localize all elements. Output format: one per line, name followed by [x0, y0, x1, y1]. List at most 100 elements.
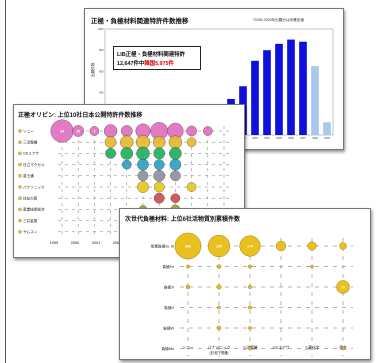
chart2-bubble — [186, 137, 197, 147]
chart1-y-tick: 800 — [99, 48, 104, 52]
chart3-bubble — [341, 346, 345, 351]
chart3-bubble — [275, 240, 287, 252]
chart1-x-tick: 2007 — [300, 137, 306, 140]
chart3-bubble-label: 280 — [185, 244, 191, 248]
chart2-bubble — [137, 158, 149, 171]
chart2-company-label: パナソニック — [23, 184, 45, 189]
chart3-bubble — [207, 234, 231, 258]
chart2-bubble — [104, 136, 117, 149]
chart3-col-label: ソニー — [182, 346, 194, 350]
chart3-row-label: 負極Mo — [162, 346, 175, 351]
chart2-bubble — [153, 147, 166, 160]
chart2-company-dot — [18, 174, 22, 178]
chart2-company-label: 産業技術総合 — [23, 207, 45, 212]
chart3-bubble — [310, 264, 314, 269]
chart3-bubble — [307, 241, 317, 251]
chart3-bubble — [239, 235, 261, 257]
chart3-bubble — [186, 264, 190, 269]
chart3-bubble — [217, 305, 221, 310]
chart2-company-dot — [18, 129, 22, 133]
chart2-bubble — [186, 182, 197, 192]
chart2-company-dot — [18, 151, 22, 156]
chart1-x-tick: 2005 — [276, 137, 282, 140]
chart3-col-label: GSユアサ — [273, 345, 290, 350]
chart1-bar — [275, 43, 283, 136]
chart2-x-tick: 2000 — [71, 241, 79, 245]
chart1-y-tick: 600 — [99, 69, 104, 73]
chart3-bubble — [248, 264, 252, 269]
chart2-x-tick: 2002 — [113, 241, 121, 245]
chart2-bubble — [153, 181, 165, 193]
chart3-bubble — [248, 305, 252, 310]
chart2-bubble — [152, 135, 166, 149]
chart1-x-tick: 2008 — [312, 137, 318, 140]
chart2-bubble — [170, 170, 181, 182]
chart3-bubble — [248, 326, 252, 330]
chart2-bubble-label: 3 — [93, 129, 95, 133]
chart2-company-label: 三洋電機 — [23, 140, 38, 145]
chart3-bubble-label: 174 — [247, 244, 253, 248]
chart2-company-label: 三井金属 — [23, 218, 38, 223]
chart2-bubble — [72, 125, 85, 137]
chart3-col-sublabel: (旧:松下電器) — [210, 350, 229, 355]
chart2-bubble — [89, 126, 100, 136]
chart2-bubble — [153, 169, 166, 182]
chart3-row-label: 炭素負極Si, Si — [151, 243, 175, 248]
chart2-company-label: GSユアサ — [23, 151, 39, 156]
chart1-bar — [287, 39, 295, 135]
chart2-company-dot — [18, 207, 22, 212]
chart3-bubble-label: 70 — [341, 285, 345, 289]
chart2-company-dot — [18, 185, 22, 189]
chart1-bar — [311, 66, 319, 135]
chart1-title: 正極・負極材料関連特許件数推移 — [91, 18, 189, 25]
chart1-note: *2008-2009年出願分は未確定値 — [253, 18, 304, 22]
chart2-bubble — [120, 147, 134, 160]
chart2-x-tick: 1999 — [50, 241, 58, 245]
chart2-company-dot — [18, 218, 22, 223]
chart2-bubble-label: 24 — [60, 129, 64, 133]
chart1-callout: LIB正極・負極材料関連特許 12,647件中韓国5,975件 — [113, 46, 201, 70]
callout-line2-highlight: 韓国5,975件 — [144, 61, 174, 67]
chart1-bar — [263, 50, 271, 136]
chart3-col-label: 三菱化学 — [304, 345, 319, 350]
chart3-bubble — [336, 280, 350, 294]
chart3-row-label: 負極W — [163, 325, 174, 330]
chart2-company-label: 富士通 — [23, 173, 34, 178]
chart2-bubble — [153, 192, 165, 204]
chart3-row-label: 負極Fe — [162, 264, 174, 269]
chart2-bubble — [169, 158, 182, 171]
chart2-bubble — [103, 124, 118, 138]
chart2-bubble — [136, 146, 150, 161]
chart2-company-dot — [18, 140, 22, 144]
chart3-row-label: 負極V — [164, 305, 174, 310]
chart1-x-tick: 2004 — [264, 137, 270, 140]
chart2-bubble — [168, 135, 183, 149]
slide-anode-bubbles[interactable]: 次世代負極材料: 上位6社活物質別累積件数 炭素負極Si, Si 負極Fe 負極Ti… — [119, 208, 371, 360]
chart2-bubble — [169, 147, 182, 160]
chart2-bubble — [170, 193, 181, 203]
chart3-title: 次世代負極材料: 上位6社活物質別累積件数 — [125, 217, 241, 223]
chart1-bar — [299, 41, 307, 135]
chart2-bubble — [120, 125, 133, 137]
chart2-bubble — [120, 135, 134, 149]
chart2-x-tick: 2001 — [92, 241, 100, 245]
chart1-bar — [323, 122, 331, 135]
chart2-company-label: ソニー — [23, 129, 34, 133]
chart3-bubble — [339, 242, 347, 250]
window-edge — [0, 0, 6, 363]
chart3-bubble — [185, 284, 191, 290]
chart1-bar — [251, 60, 259, 135]
chart1-y-tick: 400 — [99, 91, 104, 95]
chart3-bubble — [216, 264, 222, 269]
chart2-title: 正極オリビン: 上位10社日本公開特許件数推移 — [18, 113, 143, 119]
chart3-col-label: パナソニック — [208, 345, 231, 350]
chart2-company-label: 住友大阪 — [23, 196, 38, 201]
chart2-company-dot — [18, 230, 22, 234]
chart1-x-tick: 2006 — [288, 137, 294, 140]
chart2-company-label: 日立マクセル — [23, 162, 45, 167]
callout-line2-prefix: 12,647件中 — [117, 61, 145, 67]
chart2-bubble — [203, 126, 213, 136]
callout-line1: LIB正極・負極材料関連特許 — [117, 52, 185, 58]
chart2-company-dot — [18, 162, 22, 167]
chart3-bubble-label: 195 — [216, 244, 222, 248]
